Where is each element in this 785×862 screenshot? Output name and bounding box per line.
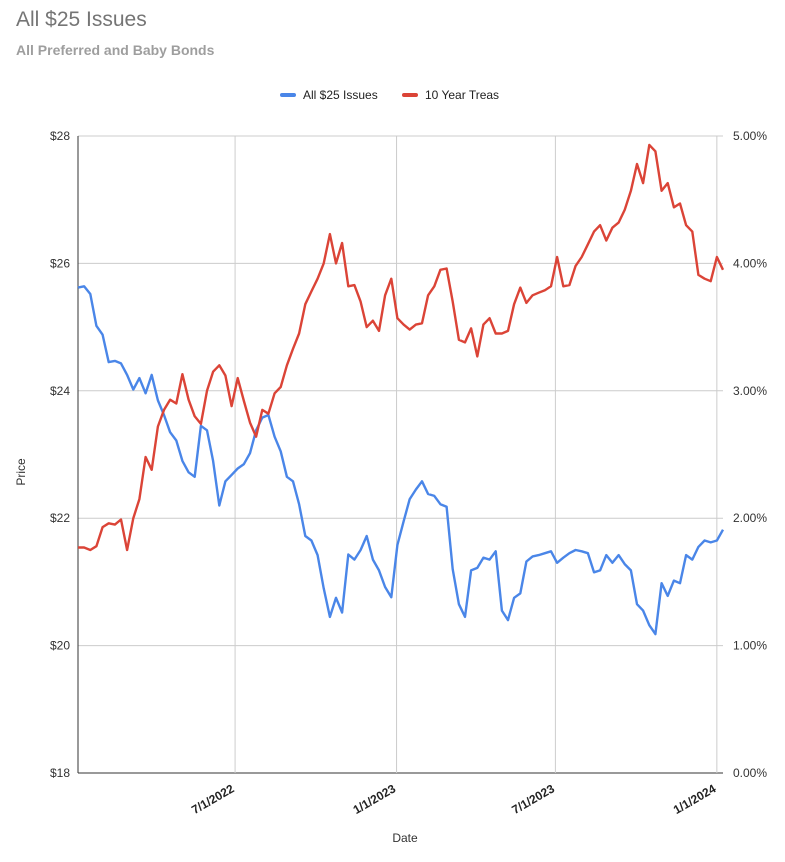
y-right-tick-label: 3.00% bbox=[733, 384, 767, 398]
y-left-tick-label: $20 bbox=[50, 639, 70, 653]
chart-subtitle: All Preferred and Baby Bonds bbox=[16, 42, 215, 58]
x-tick-label: 1/1/2023 bbox=[351, 781, 399, 817]
x-axis-title: Date bbox=[392, 831, 418, 845]
y-right-tick-label: 5.00% bbox=[733, 129, 767, 143]
x-tick-label: 1/1/2024 bbox=[671, 781, 719, 817]
chart-title: All $25 Issues bbox=[16, 8, 147, 31]
grid bbox=[78, 135, 723, 774]
legend-label: All $25 Issues bbox=[303, 88, 378, 102]
y-left-tick-label: $18 bbox=[50, 766, 70, 780]
y-left-tick-label: $28 bbox=[50, 129, 70, 143]
series-line-2 bbox=[78, 143, 725, 552]
y-left-tick-label: $26 bbox=[50, 256, 70, 270]
series-line-1 bbox=[77, 285, 725, 636]
y-right-tick-label: 1.00% bbox=[733, 639, 767, 653]
y-right-tick-label: 4.00% bbox=[733, 256, 767, 270]
y-right-tick-label: 2.00% bbox=[733, 511, 767, 525]
y-axis-title: Price bbox=[14, 458, 28, 486]
legend: All $25 Issues 10 Year Treas bbox=[280, 88, 499, 102]
y-left-tick-label: $22 bbox=[50, 511, 70, 525]
legend-label: 10 Year Treas bbox=[425, 88, 499, 102]
axes: $28 $26 $24 $22 $20 $18 5.00% 4.00% 3.00% 2.00% 1.… bbox=[50, 129, 767, 817]
y-right-tick-label: 0.00% bbox=[733, 766, 767, 780]
y-left-tick-label: $24 bbox=[50, 384, 70, 398]
series-lines bbox=[77, 143, 725, 636]
x-tick-label: 7/1/2023 bbox=[509, 781, 557, 817]
x-tick-label: 7/1/2022 bbox=[189, 781, 237, 817]
